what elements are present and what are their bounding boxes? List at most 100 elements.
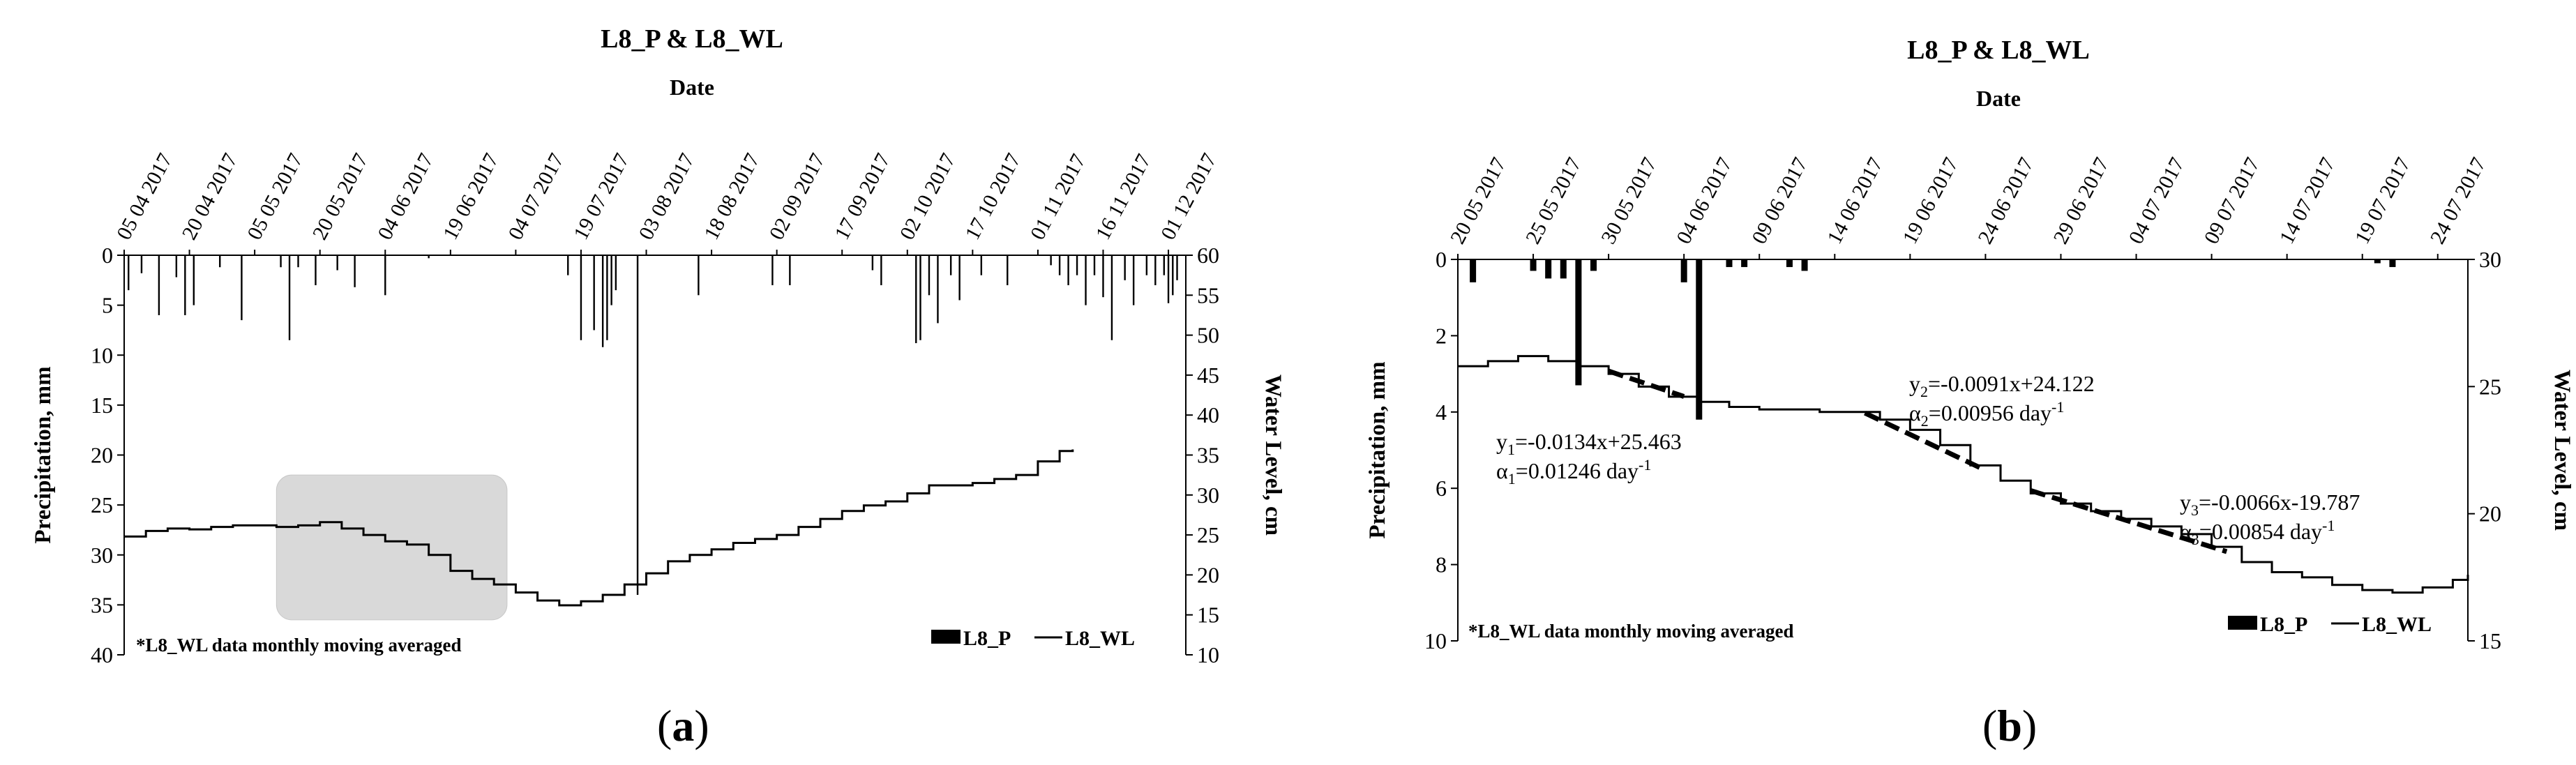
highlight-region [276,474,508,621]
precip-bar [1154,255,1157,285]
eq-subscript: 3 [2191,501,2199,519]
precip-bar [1530,259,1537,271]
y-tick-label: 5 [102,293,113,318]
x-tick-label: 25 05 2017 [1521,154,1586,248]
eq-subscript: 3 [2192,531,2199,548]
chart-panel-a: L8_P & L8_WL Date Precipitation, mm Water L… [31,24,1286,750]
precip-bar [1680,259,1687,282]
precip-bar [880,255,882,285]
precip-bar [1176,255,1178,280]
precip-bar [1067,255,1069,285]
chart-title: L8_P & L8_WL [1907,36,2090,65]
x-tick-label: 20 04 2017 [178,150,243,244]
panel-label: (b) [1982,701,2037,750]
precip-bar [871,255,874,271]
x-tick-label: 04 06 2017 [1672,154,1737,248]
precip-bar [1124,255,1126,280]
eq-body: =0.00854 day [2199,519,2322,544]
regression-alpha: α1=0.01246 day-1 [1496,456,1651,487]
regression-alpha: α3=0.00854 day-1 [2180,517,2335,548]
x-tick-label: 04 07 2017 [504,150,568,244]
y2-axis-title: Water Level, cm [1260,374,1286,536]
y2-tick-label: 50 [1197,323,1219,348]
x-tick-label: 30 05 2017 [1597,154,1662,248]
y2-tick-label: 10 [1197,642,1219,667]
precip-bar [315,255,317,285]
precip-bar [1167,255,1170,303]
y2-tick-label: 55 [1197,282,1219,308]
legend-bar-swatch [2228,616,2257,630]
panel-paren-open: ( [657,701,672,750]
x-tick-label: 20 05 2017 [308,150,373,244]
eq-body: =0.01246 day [1516,458,1639,483]
regression-alpha: α2=0.00956 day-1 [1909,398,2064,430]
precip-bar [580,255,582,340]
x-tick-label: 01 11 2017 [1026,151,1090,244]
precip-bar [297,255,299,268]
precip-bar [2389,259,2396,267]
precip-bar [593,255,595,331]
precip-bar [698,255,700,296]
y-tick-label: 15 [91,393,113,418]
y2-tick-label: 35 [1197,443,1219,468]
precip-bar [567,255,569,275]
y-tick-label: 2 [1436,323,1447,348]
precip-bar [336,255,338,271]
precip-bar [1076,255,1078,275]
regression-equation: y2=-0.0091x+24.122 [1909,371,2095,400]
precip-bar [601,255,604,347]
precip-bar [928,255,931,296]
panel-letter: b [1997,701,2022,750]
x-tick-label: 14 07 2017 [2275,154,2340,248]
panel-letter: a [672,701,694,750]
regression-equation: y3=-0.0066x-19.787 [2180,490,2360,519]
y2-tick-label: 15 [2479,628,2501,653]
panel-label: (a) [657,701,709,750]
legend-label-precip: L8_P [963,627,1011,650]
y2-axis-title: Water Level, cm [2549,370,2575,531]
precip-bar [1590,259,1597,271]
y2-tick-label: 30 [1197,483,1219,508]
eq-symbol: α [1909,400,1921,425]
x-tick-label: 04 07 2017 [2125,154,2190,248]
y-tick-label: 25 [91,492,113,517]
precip-bar [241,255,243,321]
x-tick-label: 09 06 2017 [1747,154,1812,248]
y2-tick-label: 30 [2479,247,2501,272]
eq-body: =-0.0134x+25.463 [1515,429,1682,454]
x-tick-label: 04 06 2017 [373,150,438,244]
precip-bar [919,255,921,340]
x-tick-label: 29 06 2017 [2049,154,2114,248]
precip-bar [193,255,195,305]
y2-tick-label: 45 [1197,363,1219,388]
precip-bar [937,255,939,324]
precip-bar [1093,255,1096,275]
y-tick-label: 4 [1436,400,1447,425]
y2-tick-label: 40 [1197,402,1219,427]
precip-bar [1470,259,1477,282]
precip-bar [128,255,130,291]
eq-symbol: y [2180,490,2191,515]
precip-bar [958,255,961,301]
eq-subscript: 2 [1921,412,1929,430]
precip-bar [288,255,291,340]
precip-bar [915,255,917,344]
precip-bar [219,255,221,268]
y-tick-label: 10 [1424,628,1447,653]
y-tick-label: 10 [91,342,113,368]
x-tick-label: 19 06 2017 [1898,154,1963,248]
x-tick-label: 09 07 2017 [2200,154,2265,248]
precip-bar [428,255,430,259]
note-text: *L8_WL data monthly moving averaged [136,635,462,656]
x-tick-label: 20 05 2017 [1446,154,1511,248]
precip-bar [610,255,612,305]
y-tick-label: 0 [1436,247,1447,272]
precip-bar [1102,255,1104,298]
y2-tick-label: 60 [1197,243,1219,268]
precip-bar [1132,255,1135,305]
y-tick-label: 8 [1436,552,1447,577]
eq-superscript: -1 [2322,517,2335,534]
eq-body: =-0.0066x-19.787 [2199,490,2360,515]
precip-bar [1007,255,1009,285]
